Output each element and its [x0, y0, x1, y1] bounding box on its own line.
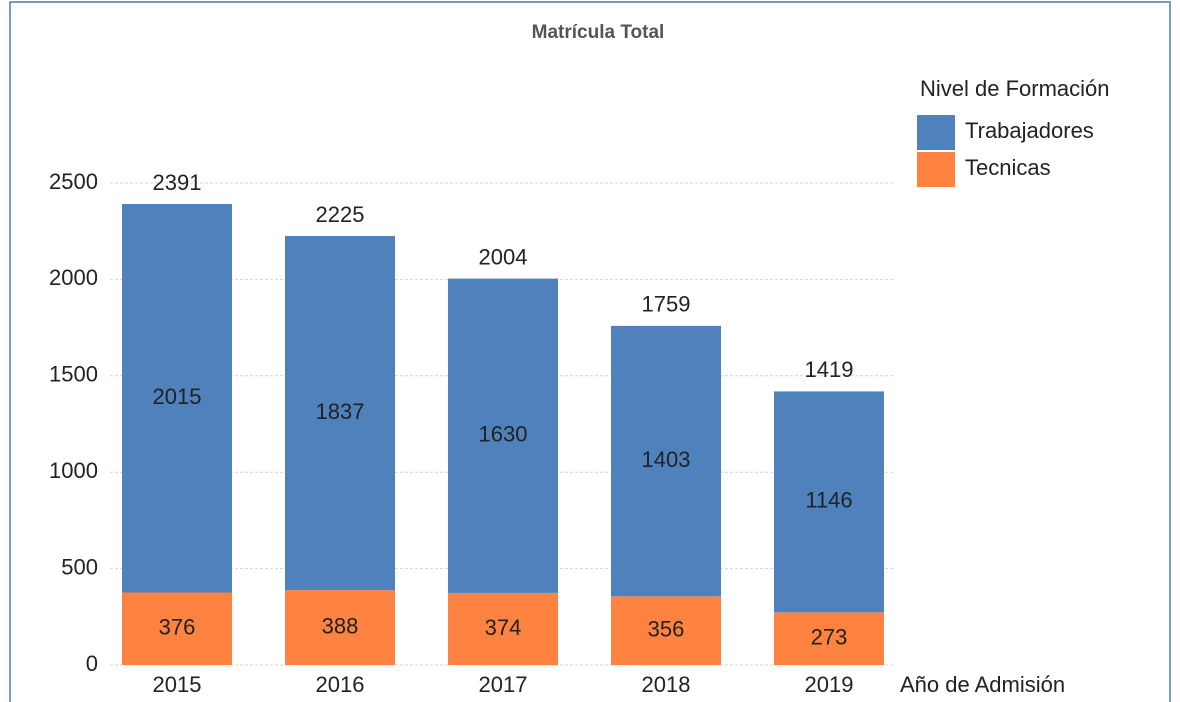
y-tick-label: 2500: [49, 169, 98, 194]
y-tick-label: 0: [86, 651, 98, 676]
bar-segment: [611, 596, 721, 665]
total-label: 1759: [642, 292, 691, 317]
legend-title: Nivel de Formación: [920, 76, 1110, 101]
bar-segment: [774, 612, 884, 665]
chart-title: Matrícula Total: [532, 22, 665, 43]
legend-swatch: [917, 115, 955, 150]
bar-segment: [285, 236, 395, 591]
value-label: 376: [159, 615, 196, 640]
value-label: 1837: [316, 399, 365, 424]
frame: [9, 1, 1171, 702]
y-tick-label: 2000: [49, 265, 98, 290]
x-tick-label: 2018: [642, 672, 691, 697]
value-label: 2015: [153, 384, 202, 409]
value-label: 388: [322, 613, 359, 638]
value-label: 1630: [479, 422, 528, 447]
x-axis-label: Año de Admisión: [900, 672, 1065, 697]
x-tick-label: 2017: [479, 672, 528, 697]
y-tick-label: 1000: [49, 458, 98, 483]
legend-label: Tecnicas: [965, 155, 1051, 180]
total-label: 1419: [805, 357, 854, 382]
legend-swatch: [917, 152, 955, 187]
value-label: 356: [648, 616, 685, 641]
bar-segment: [448, 592, 558, 665]
y-tick-label: 1500: [49, 362, 98, 387]
total-label: 2391: [153, 170, 202, 195]
y-tick-label: 500: [61, 554, 98, 579]
bar-segment: [774, 391, 884, 613]
bar-segment: [448, 278, 558, 593]
total-label: 2004: [479, 244, 528, 269]
legend-label: Trabajadores: [965, 118, 1094, 143]
bar-segment: [285, 590, 395, 665]
bar-segment: [122, 204, 232, 593]
value-label: 1403: [642, 447, 691, 472]
value-label: 273: [811, 624, 848, 649]
x-tick-label: 2019: [805, 672, 854, 697]
x-tick-label: 2015: [153, 672, 202, 697]
x-tick-label: 2016: [316, 672, 365, 697]
bar-segment: [122, 592, 232, 665]
value-label: 374: [485, 615, 522, 640]
bar-segment: [611, 325, 721, 597]
value-label: 1146: [805, 488, 852, 513]
total-label: 2225: [316, 202, 365, 227]
